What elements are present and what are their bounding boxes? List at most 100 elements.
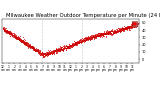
Point (127, 27, 129, 28)
Point (78, 40, 81, 41)
Point (136, 23, 139, 25)
Point (117, 30, 120, 32)
Point (64, 45, 67, 47)
Point (5, 29, 8, 31)
Point (49, 51, 51, 53)
Point (15, 36, 17, 37)
Point (47, 53, 50, 55)
Point (8, 32, 11, 33)
Point (108, 30, 111, 32)
Point (131, 26, 134, 27)
Point (55, 50, 57, 52)
Point (130, 26, 132, 27)
Point (130, 27, 133, 28)
Point (17, 36, 20, 38)
Point (58, 50, 61, 51)
Point (94, 35, 97, 37)
Point (81, 37, 84, 39)
Point (69, 45, 71, 46)
Point (53, 49, 56, 50)
Point (121, 28, 123, 29)
Point (44, 54, 47, 56)
Point (82, 38, 84, 40)
Point (60, 48, 62, 49)
Point (27, 46, 30, 47)
Point (12, 35, 15, 36)
Point (73, 42, 76, 43)
Point (97, 35, 100, 36)
Point (18, 39, 20, 40)
Point (33, 49, 36, 50)
Point (13, 34, 15, 35)
Point (8, 33, 10, 34)
Point (70, 44, 73, 46)
Point (12, 37, 15, 38)
Point (72, 45, 75, 46)
Point (60, 49, 63, 51)
Point (122, 27, 124, 29)
Point (35, 50, 38, 51)
Point (133, 23, 136, 25)
Point (19, 38, 22, 40)
Point (38, 51, 40, 53)
Point (66, 47, 69, 48)
Point (119, 29, 121, 30)
Point (14, 37, 17, 38)
Point (10, 33, 12, 34)
Point (8, 31, 10, 32)
Point (41, 54, 44, 55)
Point (3, 28, 5, 30)
Point (21, 42, 23, 43)
Point (128, 25, 130, 27)
Point (136, 24, 139, 25)
Point (68, 44, 70, 45)
Point (41, 53, 43, 54)
Point (111, 31, 114, 32)
Point (13, 37, 16, 38)
Point (106, 32, 108, 33)
Point (61, 48, 64, 49)
Point (9, 32, 11, 34)
Point (59, 48, 61, 49)
Point (48, 53, 50, 54)
Point (28, 44, 30, 46)
Point (107, 32, 110, 34)
Point (39, 51, 41, 52)
Point (20, 40, 23, 41)
Point (26, 43, 28, 44)
Point (31, 46, 34, 48)
Point (38, 52, 41, 54)
Point (11, 34, 13, 35)
Point (44, 54, 47, 55)
Point (103, 34, 105, 35)
Point (40, 53, 42, 54)
Point (8, 30, 10, 32)
Point (33, 48, 35, 49)
Point (70, 45, 72, 46)
Point (125, 27, 127, 29)
Point (88, 37, 90, 38)
Point (88, 36, 91, 37)
Point (98, 33, 101, 35)
Point (21, 36, 24, 38)
Point (108, 31, 111, 33)
Point (37, 51, 40, 52)
Point (37, 52, 40, 53)
Point (87, 35, 89, 37)
Point (24, 43, 27, 45)
Point (65, 46, 68, 47)
Point (79, 39, 81, 41)
Point (110, 32, 112, 34)
Point (88, 36, 90, 38)
Point (15, 35, 17, 36)
Point (109, 30, 112, 31)
Point (93, 37, 96, 39)
Point (52, 50, 55, 51)
Point (75, 42, 77, 44)
Point (68, 45, 71, 46)
Point (124, 26, 127, 28)
Point (11, 35, 13, 37)
Point (113, 31, 115, 33)
Point (107, 33, 110, 34)
Point (120, 30, 122, 31)
